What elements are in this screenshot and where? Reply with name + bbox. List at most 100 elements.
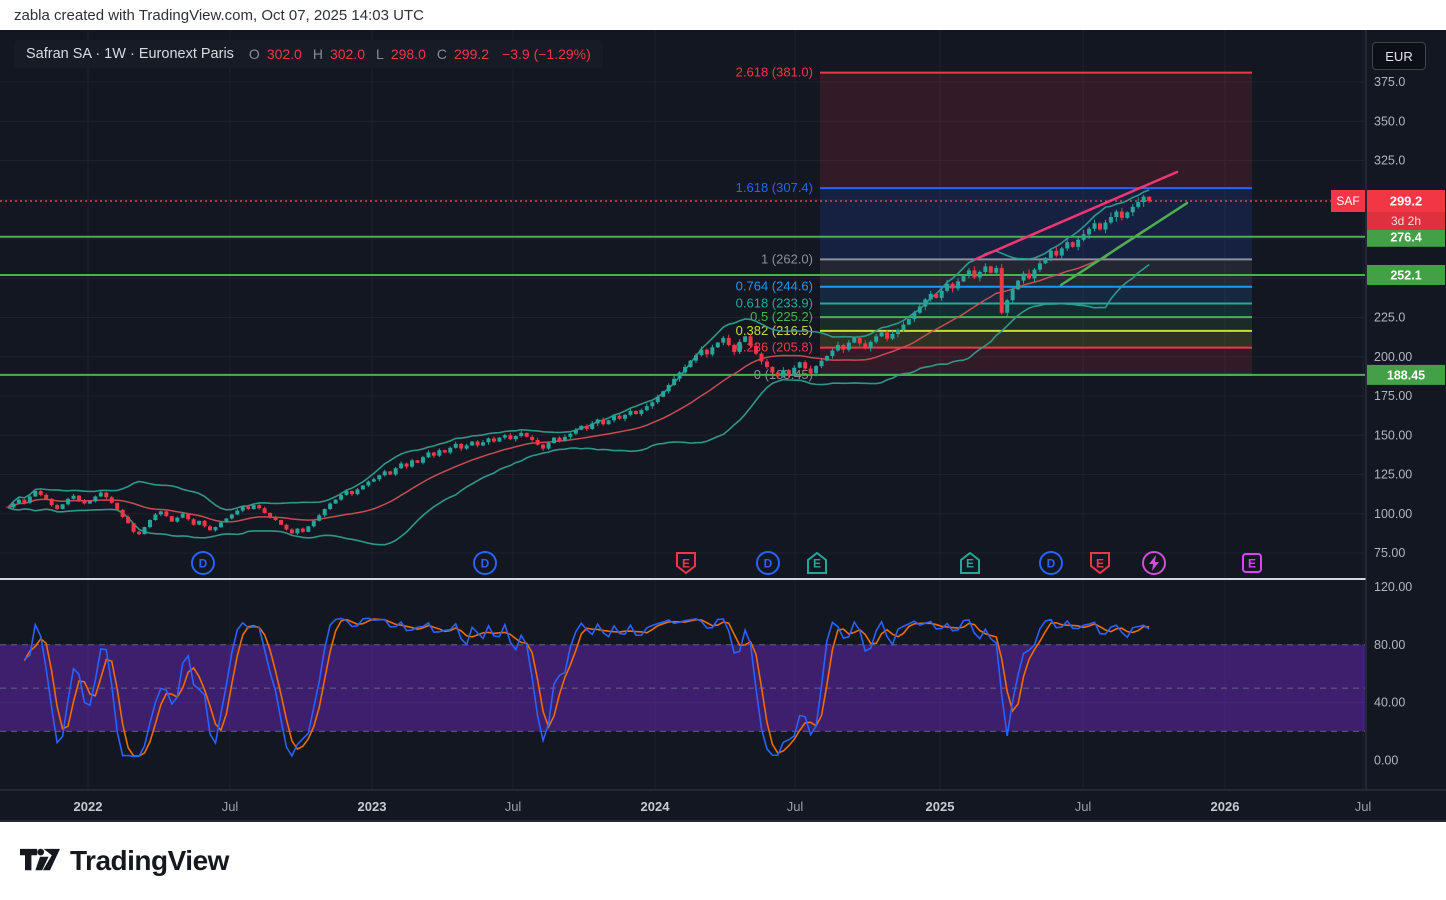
- chart-canvas[interactable]: 2.618 (381.0) 1.618 (307.4) 1 (262.0) 0.764…: [0, 30, 1446, 822]
- fib-level-label: 0.5 (225.2): [750, 309, 813, 324]
- price-tick-label: 75.00: [1374, 546, 1405, 560]
- svg-text:D: D: [481, 557, 490, 571]
- bar-countdown-label: 3d 2h: [1391, 214, 1421, 228]
- fib-level-label: 1 (262.0): [761, 251, 813, 266]
- trendline: [973, 170, 1179, 261]
- close-label: C: [436, 46, 447, 62]
- level-badge: [1367, 226, 1445, 247]
- time-tick-label: 2023: [358, 799, 387, 814]
- event-marker-D[interactable]: D: [756, 551, 780, 575]
- price-tick-label: 325.0: [1374, 154, 1405, 168]
- event-marker-E[interactable]: E: [1090, 552, 1110, 575]
- high-label: H: [312, 46, 323, 62]
- last-price-badge: [1367, 190, 1445, 213]
- event-marker-E[interactable]: E: [676, 552, 696, 575]
- footer: TradingView: [0, 822, 1446, 900]
- time-tick-label: 2024: [641, 799, 671, 814]
- svg-text:E: E: [813, 557, 821, 571]
- low-label: L: [376, 46, 384, 62]
- open-value: 302.0: [266, 46, 302, 62]
- credit-text: zabla created with TradingView.com, Oct …: [14, 6, 424, 24]
- close-value: 299.2: [454, 46, 490, 62]
- lightning-icon: [1149, 555, 1159, 571]
- bb-upper-band: [7, 189, 1150, 511]
- tradingview-logo-icon: [20, 848, 60, 871]
- currency-button[interactable]: EUR: [1372, 42, 1426, 70]
- price-tick-label: 375.0: [1374, 75, 1405, 89]
- time-tick-label: Jul: [505, 799, 522, 814]
- indicator-tick-label: 40.00: [1374, 696, 1405, 710]
- tradingview-logo[interactable]: TradingView: [20, 844, 229, 878]
- grid-lines: [0, 30, 1365, 790]
- svg-text:D: D: [199, 557, 208, 571]
- event-marker-E[interactable]: E: [1242, 553, 1262, 573]
- time-axis[interactable]: 2022 Jul 2023 Jul 2024 Jul 2025 Jul 2026 Jul: [0, 789, 1446, 822]
- alert-lines[interactable]: [0, 235, 1365, 376]
- price-tick-label: 150.00: [1374, 428, 1412, 442]
- price-tick-label: 100.00: [1374, 507, 1412, 521]
- fib-zone: [820, 347, 1252, 375]
- event-marker-bolt[interactable]: [1142, 551, 1166, 575]
- price-axis[interactable]: 375.0 350.0 325.0 225.0 200.00 175.00 150.00 12…: [1331, 30, 1446, 822]
- bb-lower-band: [7, 263, 1150, 546]
- svg-text:E: E: [966, 557, 974, 571]
- fib-level-label: 0.618 (233.9): [736, 296, 813, 311]
- time-tick-label: 2025: [926, 799, 955, 814]
- indicator-tick-label: 0.00: [1374, 753, 1398, 767]
- level-badge: [1367, 264, 1445, 285]
- bollinger-bands: [7, 189, 1150, 546]
- level-badge-label: 188.45: [1387, 368, 1425, 382]
- symbol-tag-label: SAF: [1336, 194, 1359, 208]
- time-tick-label: Jul: [787, 799, 804, 814]
- event-marker-D[interactable]: D: [1039, 551, 1063, 575]
- indicator-tick-label: 120.00: [1374, 580, 1412, 594]
- open-label: O: [248, 46, 260, 62]
- svg-text:E: E: [1096, 557, 1104, 571]
- level-badge: [1367, 364, 1445, 385]
- fib-zone: [820, 286, 1252, 304]
- fib-level-label: 0.764 (244.6): [736, 279, 813, 294]
- low-value: 298.0: [390, 46, 426, 62]
- fib-level-label: 2.618 (381.0): [736, 65, 813, 80]
- symbol-tag: [1331, 190, 1365, 213]
- event-marker-E[interactable]: E: [960, 551, 980, 574]
- svg-text:E: E: [682, 557, 690, 571]
- level-badge-label: 276.4: [1390, 230, 1421, 244]
- fib-zone: [820, 303, 1252, 318]
- event-marker-E[interactable]: E: [807, 551, 827, 574]
- chart-area[interactable]: 2.618 (381.0) 1.618 (307.4) 1 (262.0) 0.764…: [0, 30, 1446, 822]
- time-tick-label: Jul: [222, 799, 239, 814]
- symbol-title[interactable]: Safran SA · 1W · Euronext Paris: [26, 46, 234, 62]
- bb-basis-line: [7, 226, 1150, 523]
- stochastic-k-line: [23, 617, 1150, 758]
- indicator-tick-label: 80.00: [1374, 638, 1405, 652]
- price-tick-label: 350.0: [1374, 114, 1405, 128]
- fib-retracement[interactable]: 2.618 (381.0) 1.618 (307.4) 1 (262.0) 0.764…: [736, 65, 1252, 382]
- credit-strip: zabla created with TradingView.com, Oct …: [0, 0, 1446, 30]
- time-tick-label: 2022: [74, 799, 103, 814]
- change-value: −3.9 (−1.29%): [502, 46, 591, 62]
- candlestick-series: [6, 194, 1152, 535]
- price-tick-label: 125.00: [1374, 468, 1412, 482]
- stochastic-indicator: [0, 617, 1365, 758]
- bar-countdown-badge: [1367, 212, 1445, 231]
- tradingview-brand-text: TradingView: [70, 845, 229, 876]
- stochastic-d-line: [23, 618, 1150, 757]
- fib-level-label: 0.236 (205.8): [736, 340, 813, 355]
- high-value: 302.0: [329, 46, 366, 62]
- trendlines[interactable]: [973, 170, 1189, 287]
- event-marker-D[interactable]: D: [191, 551, 215, 575]
- fib-zone: [820, 188, 1252, 260]
- price-tick-label: 200.00: [1374, 350, 1412, 364]
- event-marker-D[interactable]: D: [473, 551, 497, 575]
- svg-text:D: D: [1047, 557, 1056, 571]
- svg-text:D: D: [764, 557, 773, 571]
- fib-zone: [820, 330, 1252, 348]
- fib-level-label: 1.618 (307.4): [736, 180, 813, 195]
- symbol-info-bar[interactable]: Safran SA · 1W · Euronext Paris O 302.0 H…: [14, 40, 603, 68]
- price-tick-label: 175.00: [1374, 389, 1412, 403]
- last-price-badge-label: 299.2: [1390, 194, 1423, 209]
- price-tick-label: 225.0: [1374, 311, 1405, 325]
